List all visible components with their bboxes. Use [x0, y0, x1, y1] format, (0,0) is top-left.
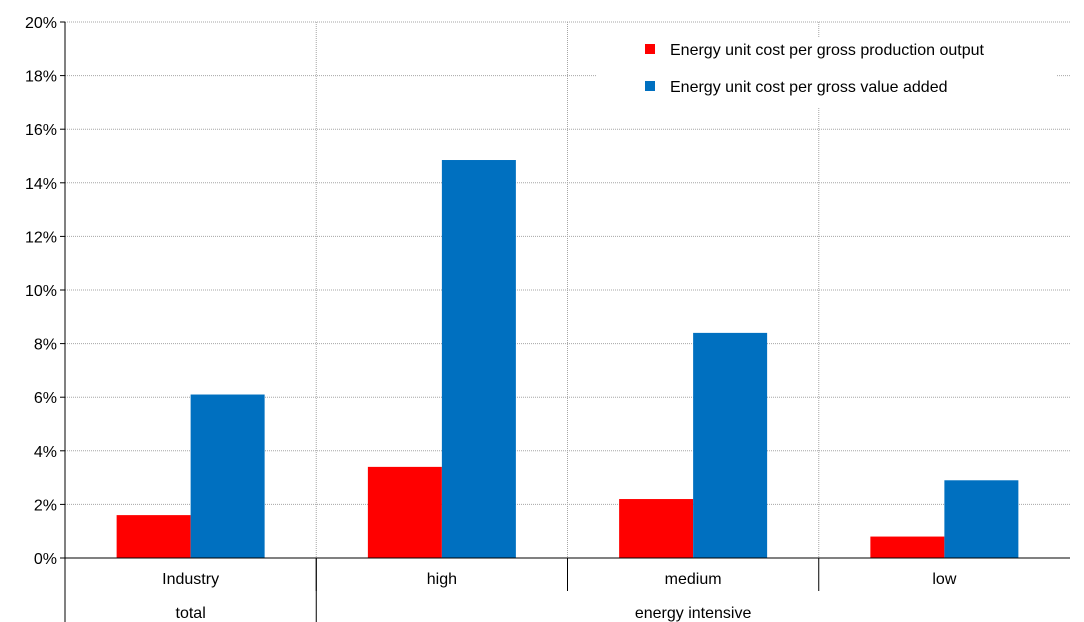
y-tick-label: 0%: [34, 551, 57, 568]
y-tick-label: 12%: [25, 229, 57, 246]
x-category-label: high: [427, 571, 457, 588]
bar-value-added: [693, 332, 768, 558]
y-tick-label: 14%: [25, 176, 57, 193]
bars: [116, 160, 1019, 558]
y-tick-label: 2%: [34, 497, 57, 514]
bar-production-output: [619, 499, 694, 558]
legend-label: Energy unit cost per gross value added: [670, 79, 948, 96]
bar-production-output: [870, 536, 945, 558]
y-tick-label: 6%: [34, 390, 57, 407]
y-tick-label: 4%: [34, 444, 57, 461]
axes: 0% 2% 4% 6% 8% 10% 12% 14% 16% 18% 20% Industry high…: [25, 15, 1070, 622]
legend-swatch: [645, 44, 655, 54]
x-category-label: Industry: [162, 571, 219, 588]
y-tick-label: 16%: [25, 122, 57, 139]
gridlines: [65, 21, 1070, 558]
bar-production-output: [367, 466, 442, 558]
bar-value-added: [944, 480, 1019, 558]
legend-label: Energy unit cost per gross production ou…: [670, 42, 985, 59]
x-group-label: energy intensive: [635, 605, 752, 622]
y-tick-label: 20%: [25, 15, 57, 32]
legend-swatch: [645, 81, 655, 91]
x-category-label: medium: [665, 571, 722, 588]
bar-production-output: [116, 515, 191, 558]
y-tick-label: 18%: [25, 69, 57, 86]
bar-value-added: [190, 394, 265, 558]
y-tick-label: 8%: [34, 337, 57, 354]
bar-value-added: [441, 160, 516, 558]
y-tick-label: 10%: [25, 283, 57, 300]
legend-background: [596, 38, 1056, 108]
legend: Energy unit cost per gross production ou…: [596, 38, 1056, 108]
x-category-label: low: [932, 571, 956, 588]
x-group-label: total: [176, 605, 206, 622]
